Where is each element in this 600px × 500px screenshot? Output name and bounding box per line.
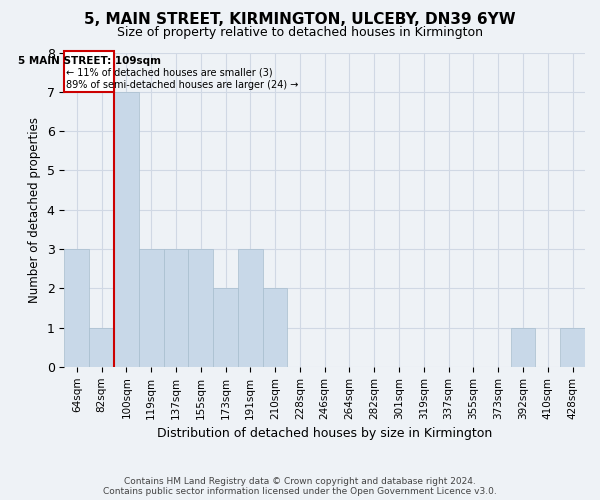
Text: Contains HM Land Registry data © Crown copyright and database right 2024.
Contai: Contains HM Land Registry data © Crown c…	[103, 476, 497, 496]
Bar	[213, 288, 238, 367]
Bar	[263, 288, 287, 367]
Bar	[114, 92, 139, 367]
X-axis label: Distribution of detached houses by size in Kirmington: Distribution of detached houses by size …	[157, 427, 493, 440]
Bar	[89, 328, 114, 367]
Text: 5, MAIN STREET, KIRMINGTON, ULCEBY, DN39 6YW: 5, MAIN STREET, KIRMINGTON, ULCEBY, DN39…	[84, 12, 516, 28]
Bar	[139, 249, 164, 367]
Text: Size of property relative to detached houses in Kirmington: Size of property relative to detached ho…	[117, 26, 483, 39]
Bar	[511, 328, 535, 367]
Text: 89% of semi-detached houses are larger (24) →: 89% of semi-detached houses are larger (…	[67, 80, 299, 90]
Bar	[164, 249, 188, 367]
Bar	[64, 249, 89, 367]
FancyBboxPatch shape	[64, 50, 114, 92]
Y-axis label: Number of detached properties: Number of detached properties	[28, 116, 41, 302]
Bar	[188, 249, 213, 367]
Text: ← 11% of detached houses are smaller (3): ← 11% of detached houses are smaller (3)	[67, 67, 273, 77]
Bar	[560, 328, 585, 367]
Bar	[238, 249, 263, 367]
Text: 5 MAIN STREET: 109sqm: 5 MAIN STREET: 109sqm	[17, 56, 161, 66]
